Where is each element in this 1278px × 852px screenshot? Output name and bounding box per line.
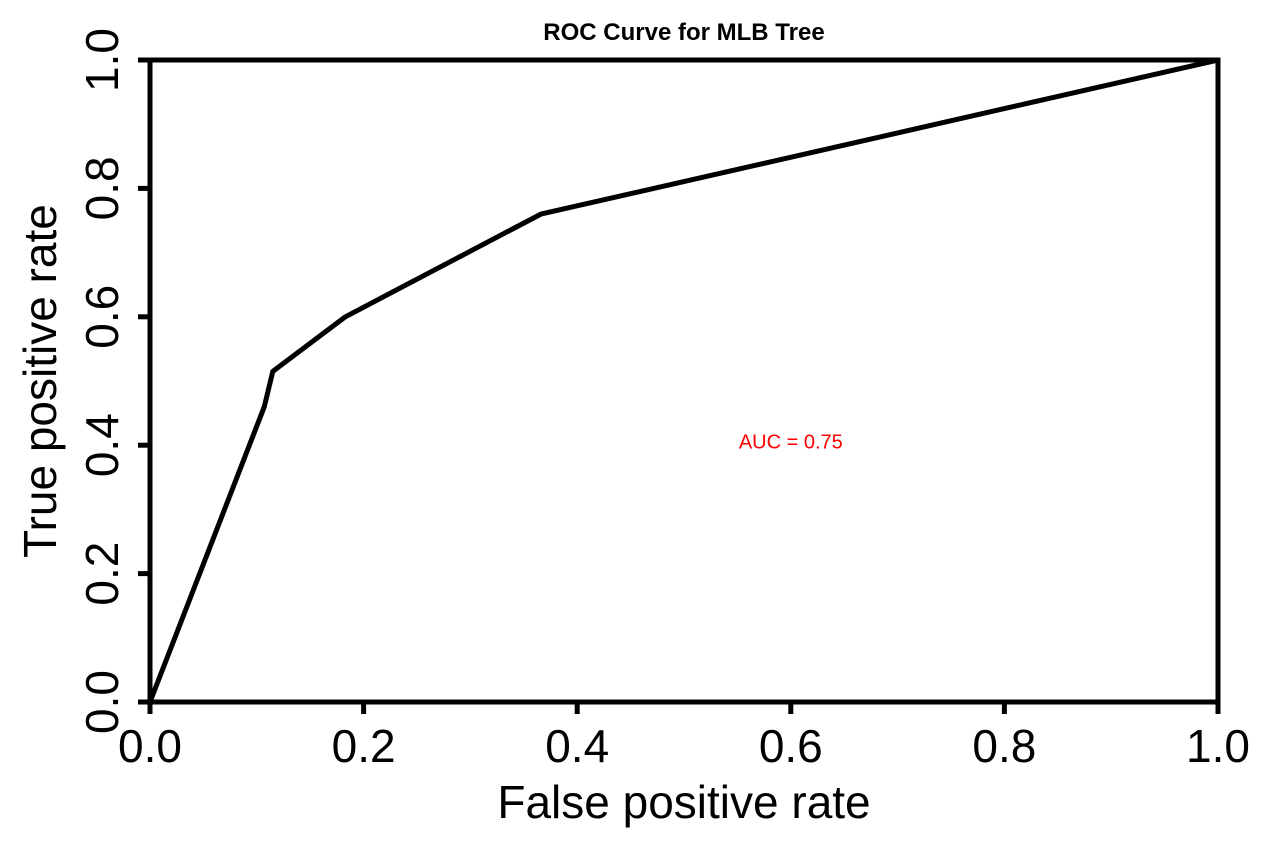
y-tick-label: 0.6 xyxy=(76,285,128,349)
plot-frame xyxy=(147,57,1221,705)
x-tick-label: 1.0 xyxy=(1186,720,1250,772)
roc-curve-line xyxy=(147,57,1221,705)
y-axis-ticks: 0.0 0.2 0.4 0.6 0.8 1.0 xyxy=(76,28,150,734)
y-axis-title: True positive rate xyxy=(14,204,66,558)
y-tick-label: 0.8 xyxy=(76,156,128,220)
x-tick-label: 0.6 xyxy=(759,720,823,772)
x-axis-title: False positive rate xyxy=(497,776,870,828)
x-tick-label: 0.2 xyxy=(332,720,396,772)
chart-title: ROC Curve for MLB Tree xyxy=(543,19,824,46)
y-tick-label: 1.0 xyxy=(76,28,128,92)
y-tick-label: 0.2 xyxy=(76,542,128,606)
x-tick-label: 0.8 xyxy=(972,720,1036,772)
y-tick-label: 0.0 xyxy=(76,670,128,734)
x-axis-ticks: 0.0 0.2 0.4 0.6 0.8 1.0 xyxy=(118,702,1250,772)
y-tick-label: 0.4 xyxy=(76,413,128,477)
x-tick-label: 0.4 xyxy=(545,720,609,772)
x-tick-label: 0.0 xyxy=(118,720,182,772)
auc-annotation: AUC = 0.75 xyxy=(739,431,843,453)
